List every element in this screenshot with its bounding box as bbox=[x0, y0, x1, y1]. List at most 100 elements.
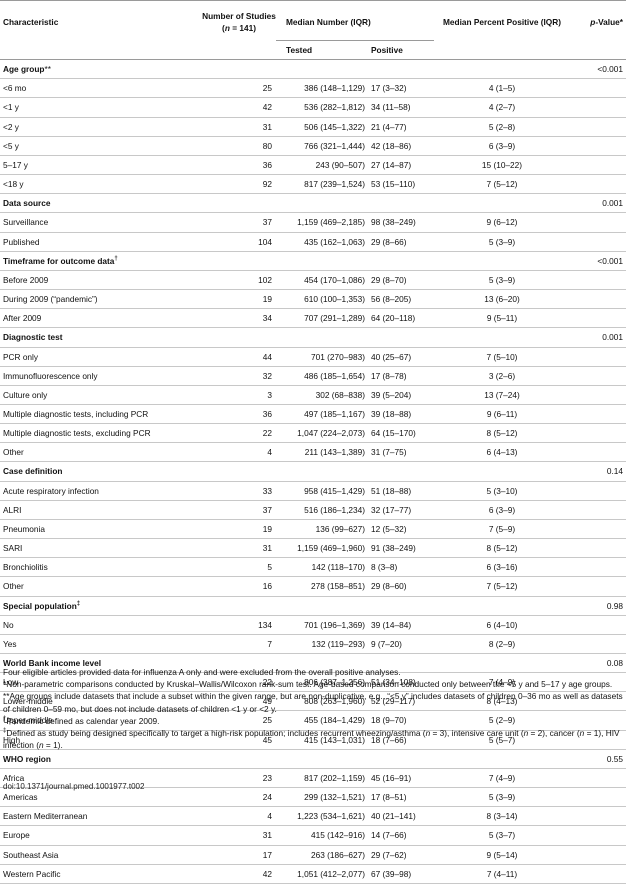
row-number-of-studies: 102 bbox=[202, 270, 276, 291]
row-number-of-studies: 37 bbox=[202, 212, 276, 233]
row-number-of-studies: 23 bbox=[202, 768, 276, 789]
row-pvalue bbox=[570, 768, 626, 789]
row-label: Western Pacific bbox=[0, 864, 202, 884]
row-number-of-studies: 19 bbox=[202, 519, 276, 540]
table-row: <2 y 31 506 (145–1,322) 21 (4–77) 5 (2–8) bbox=[0, 117, 626, 137]
section-pvalue: 0.55 bbox=[570, 749, 626, 769]
row-tested: 701 (196–1,369) bbox=[276, 615, 369, 635]
row-label: Eastern Mediterranean bbox=[0, 806, 202, 827]
row-pvalue bbox=[570, 308, 626, 329]
row-label: Lower-middle bbox=[0, 691, 202, 712]
table-row: SARI 31 1,159 (469–1,960) 91 (38–249) 8 (5–1… bbox=[0, 538, 626, 559]
row-positive: 56 (8–205) bbox=[369, 289, 434, 310]
row-number-of-studies: 31 bbox=[202, 825, 276, 846]
row-pvalue bbox=[570, 366, 626, 386]
row-positive: 64 (20–118) bbox=[369, 308, 434, 329]
section-row: Diagnostic test 0.001 bbox=[0, 327, 626, 348]
row-number-of-studies: 42 bbox=[202, 864, 276, 884]
row-tested: 132 (119–293) bbox=[276, 634, 369, 655]
row-label: After 2009 bbox=[0, 308, 202, 329]
row-label: <1 y bbox=[0, 97, 202, 118]
section-title-text: Data source bbox=[3, 198, 51, 209]
footnote-intro: Four eligible articles provided data for… bbox=[3, 667, 401, 677]
table-body: Age group** <0.001 <6 mo 25 386 (148–1,129) 1… bbox=[0, 59, 626, 884]
row-percent-positive: 5 (3–9) bbox=[434, 270, 570, 291]
row-tested: 806 (387–1,256) bbox=[276, 672, 369, 693]
row-label: Africa bbox=[0, 768, 202, 789]
row-percent-positive: 9 (5–14) bbox=[434, 845, 570, 865]
table-row: Low 22 806 (387–1,256) 51 (34–108) 7 (4–9) bbox=[0, 672, 626, 693]
row-tested: 1,223 (534–1,621) bbox=[276, 806, 369, 827]
row-positive: 29 (8–66) bbox=[369, 232, 434, 252]
section-title: Diagnostic test bbox=[0, 327, 570, 348]
row-label: Other bbox=[0, 576, 202, 597]
row-number-of-studies: 45 bbox=[202, 730, 276, 750]
table-row: Multiple diagnostic tests, including PCR… bbox=[0, 404, 626, 425]
footnotes: Four eligible articles provided data for… bbox=[3, 666, 623, 751]
section-title: Data source bbox=[0, 193, 570, 214]
row-label: SARI bbox=[0, 538, 202, 559]
row-positive: 29 (8–60) bbox=[369, 576, 434, 597]
table-row: Acute respiratory infection 33 958 (415–1,… bbox=[0, 481, 626, 501]
section-title-text: Age group bbox=[3, 64, 45, 75]
row-tested: 766 (321–1,444) bbox=[276, 136, 369, 156]
row-positive: 17 (8–78) bbox=[369, 366, 434, 386]
row-pvalue bbox=[570, 212, 626, 233]
row-percent-positive: 7 (4–11) bbox=[434, 864, 570, 884]
table-row: Europe 31 415 (142–916) 14 (7–66) 5 (3–7) bbox=[0, 825, 626, 846]
row-positive: 31 (7–75) bbox=[369, 442, 434, 463]
section-mark: ** bbox=[44, 64, 51, 75]
row-pvalue bbox=[570, 136, 626, 156]
row-percent-positive: 5 (5–7) bbox=[434, 730, 570, 750]
row-percent-positive: 9 (6–12) bbox=[434, 212, 570, 233]
header-number-of-studies: Number of Studies (n = 141) bbox=[202, 0, 276, 41]
section-pvalue: 0.001 bbox=[570, 327, 626, 348]
row-percent-positive: 7 (4–9) bbox=[434, 768, 570, 789]
row-label: 5–17 y bbox=[0, 155, 202, 176]
section-pvalue: 0.14 bbox=[570, 461, 626, 482]
row-pvalue bbox=[570, 730, 626, 750]
row-positive: 32 (17–77) bbox=[369, 500, 434, 520]
row-pvalue bbox=[570, 845, 626, 865]
section-pvalue: <0.001 bbox=[570, 59, 626, 80]
section-pvalue: 0.08 bbox=[570, 653, 626, 674]
section-title-text: World Bank income level bbox=[3, 658, 102, 668]
row-number-of-studies: 42 bbox=[202, 97, 276, 118]
row-percent-positive: 7 (5–10) bbox=[434, 347, 570, 367]
row-pvalue bbox=[570, 500, 626, 520]
row-percent-positive: 6 (3–16) bbox=[434, 557, 570, 578]
row-number-of-studies: 17 bbox=[202, 845, 276, 865]
row-percent-positive: 8 (5–12) bbox=[434, 423, 570, 444]
row-tested: 415 (143–1,031) bbox=[276, 730, 369, 750]
row-number-of-studies: 16 bbox=[202, 576, 276, 597]
row-number-of-studies: 5 bbox=[202, 557, 276, 578]
row-percent-positive: 6 (4–13) bbox=[434, 442, 570, 463]
row-percent-positive: 7 (4–9) bbox=[434, 672, 570, 693]
section-row: WHO region 0.55 bbox=[0, 749, 626, 769]
section-title: Special population‡ bbox=[0, 596, 570, 616]
table-row: 5–17 y 36 243 (90–507) 27 (14–87) 15 (10–22) bbox=[0, 155, 626, 176]
row-pvalue bbox=[570, 538, 626, 559]
row-label: Immunofluorescence only bbox=[0, 366, 202, 386]
row-tested: 506 (145–1,322) bbox=[276, 117, 369, 137]
row-positive: 40 (25–67) bbox=[369, 347, 434, 367]
row-percent-positive: 5 (2–8) bbox=[434, 117, 570, 137]
section-row: Age group** <0.001 bbox=[0, 59, 626, 80]
row-tested: 808 (263–1,960) bbox=[276, 691, 369, 712]
table-row: PCR only 44 701 (270–983) 40 (25–67) 7 (5–10… bbox=[0, 347, 626, 367]
table-row: During 2009 (“pandemic”) 19 610 (100–1,353… bbox=[0, 289, 626, 310]
row-number-of-studies: 104 bbox=[202, 232, 276, 252]
row-positive: 8 (3–8) bbox=[369, 557, 434, 578]
row-tested: 536 (282–1,812) bbox=[276, 97, 369, 118]
row-tested: 263 (186–627) bbox=[276, 845, 369, 865]
section-row: Data source 0.001 bbox=[0, 193, 626, 214]
row-pvalue bbox=[570, 672, 626, 693]
row-pvalue bbox=[570, 557, 626, 578]
row-positive: 91 (38–249) bbox=[369, 538, 434, 559]
row-positive: 42 (18–86) bbox=[369, 136, 434, 156]
row-pvalue bbox=[570, 347, 626, 367]
row-percent-positive: 13 (6–20) bbox=[434, 289, 570, 310]
row-label: ALRI bbox=[0, 500, 202, 520]
row-pvalue bbox=[570, 634, 626, 655]
